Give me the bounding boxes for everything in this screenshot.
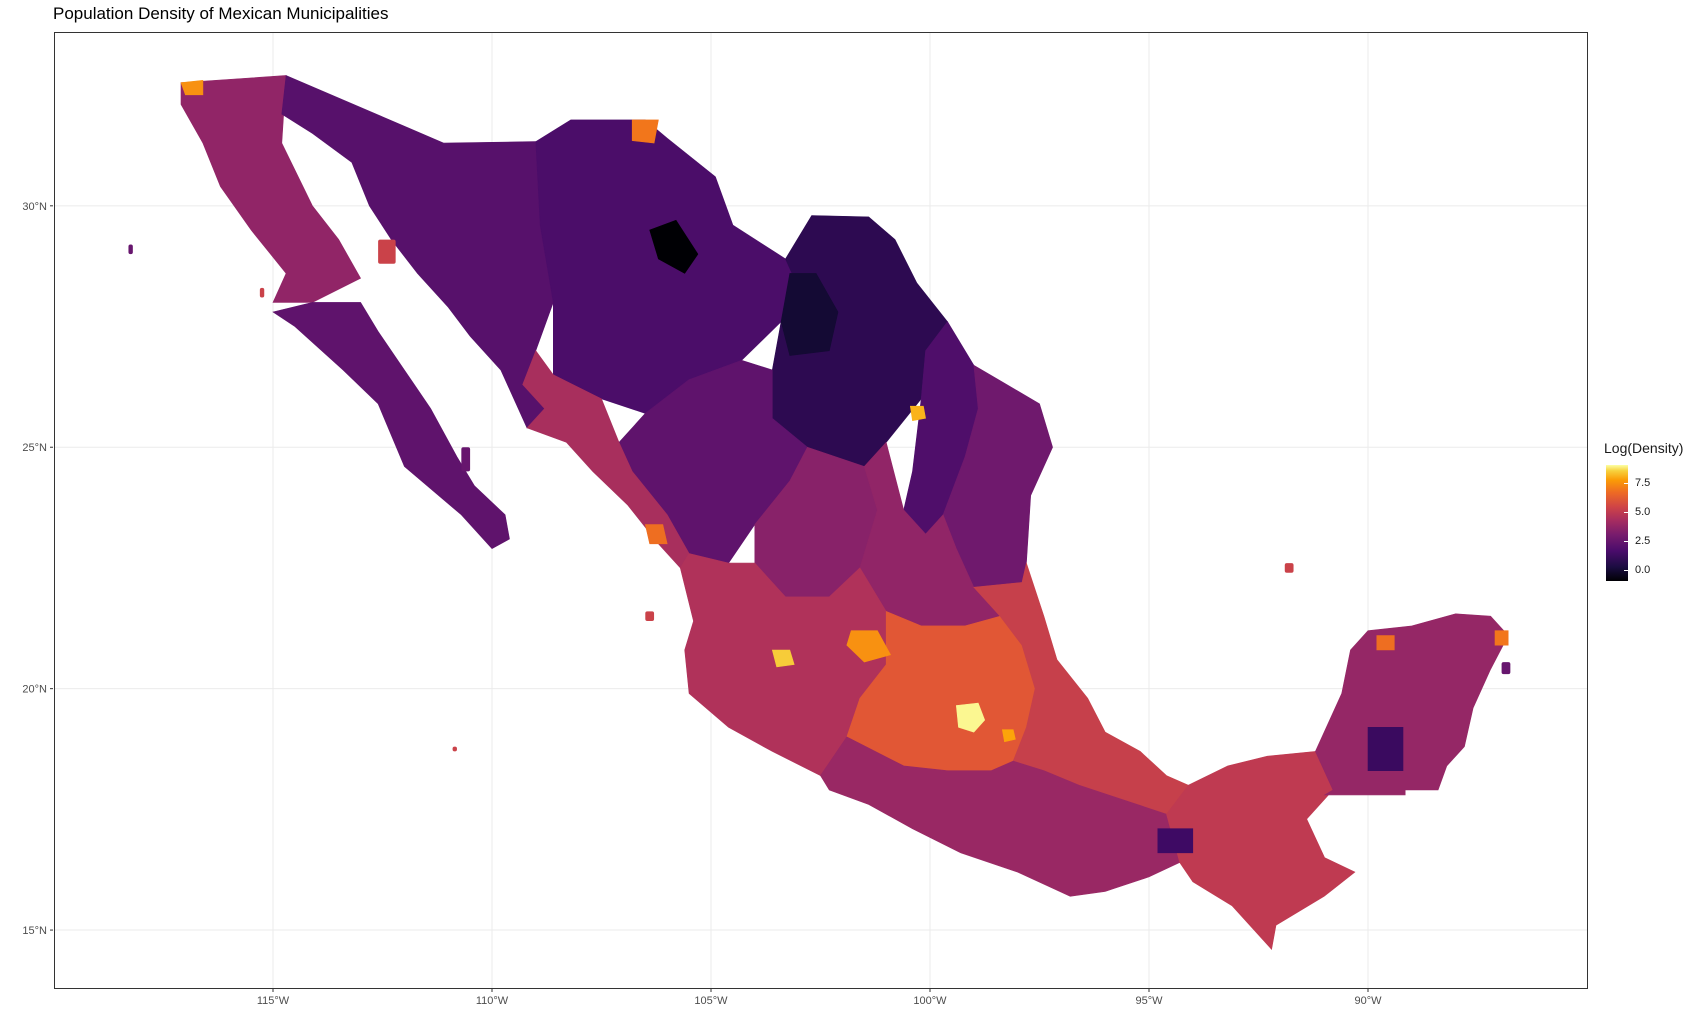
region-mazatlan <box>644 524 668 545</box>
region-mexico-city <box>955 702 986 733</box>
x-tick-label: 100°W <box>913 995 947 1007</box>
region-cancun <box>1494 630 1509 646</box>
legend-colorbar <box>1606 465 1628 581</box>
region-sinaloa <box>522 350 690 569</box>
region-merida <box>1376 635 1395 651</box>
x-tick-label: 90°W <box>1354 995 1382 1007</box>
island <box>378 239 396 264</box>
region-puebla <box>1001 729 1016 743</box>
region-tabasco-chiapas <box>1166 751 1356 951</box>
y-tick-label: 30°N <box>22 201 47 213</box>
x-tick-label: 115°W <box>257 995 290 1007</box>
island <box>1284 563 1294 573</box>
chart-title: Population Density of Mexican Municipali… <box>53 4 389 23</box>
x-tick-label: 110°W <box>476 995 509 1007</box>
island <box>128 244 133 255</box>
island <box>461 447 471 472</box>
island <box>452 746 457 752</box>
legend-tick-label: 7.5 <box>1635 476 1651 489</box>
x-tick-label: 105°W <box>694 995 728 1007</box>
island <box>259 287 265 298</box>
island <box>1501 662 1511 675</box>
map-regions <box>128 75 1511 951</box>
region-baja-california-norte <box>180 75 362 303</box>
region-monterrey <box>909 405 926 422</box>
legend-tick-mark <box>1624 570 1628 572</box>
legend-tick-label: 0.0 <box>1635 564 1651 577</box>
legend: Log(Density) 0.0 2.5 5.0 7.5 <box>1604 440 1695 581</box>
region-ciudad-juarez <box>631 119 659 144</box>
region-campeche-interior <box>1367 726 1404 772</box>
region-guadalajara <box>771 649 795 668</box>
region-coahuila-desert <box>780 273 839 356</box>
legend-title: Log(Density) <box>1604 440 1684 456</box>
legend-tick-mark <box>1624 541 1628 543</box>
panel-border <box>54 32 1588 989</box>
island <box>645 611 655 622</box>
x-tick-label: 95°W <box>1135 995 1163 1007</box>
legend-tick-label: 2.5 <box>1635 535 1651 548</box>
y-tick-label: 20°N <box>22 684 47 696</box>
axes: 115°W 110°W 105°W 100°W 95°W 90°W 15°N 20°N 25°N… <box>22 201 1382 1007</box>
legend-tick-mark <box>1624 482 1628 484</box>
legend-tick-label: 5.0 <box>1635 505 1651 518</box>
legend-tick-mark <box>1624 511 1628 513</box>
region-northern-desert <box>649 219 699 274</box>
y-tick-label: 15°N <box>22 925 47 937</box>
region-yucatan-peninsula <box>1315 613 1509 796</box>
region-leon-bajio <box>846 630 892 663</box>
region-tijuana <box>180 79 204 96</box>
region-baja-california-sur <box>272 302 510 549</box>
y-tick-label: 25°N <box>22 442 47 454</box>
region-oaxaca-isthmus <box>1157 828 1194 854</box>
